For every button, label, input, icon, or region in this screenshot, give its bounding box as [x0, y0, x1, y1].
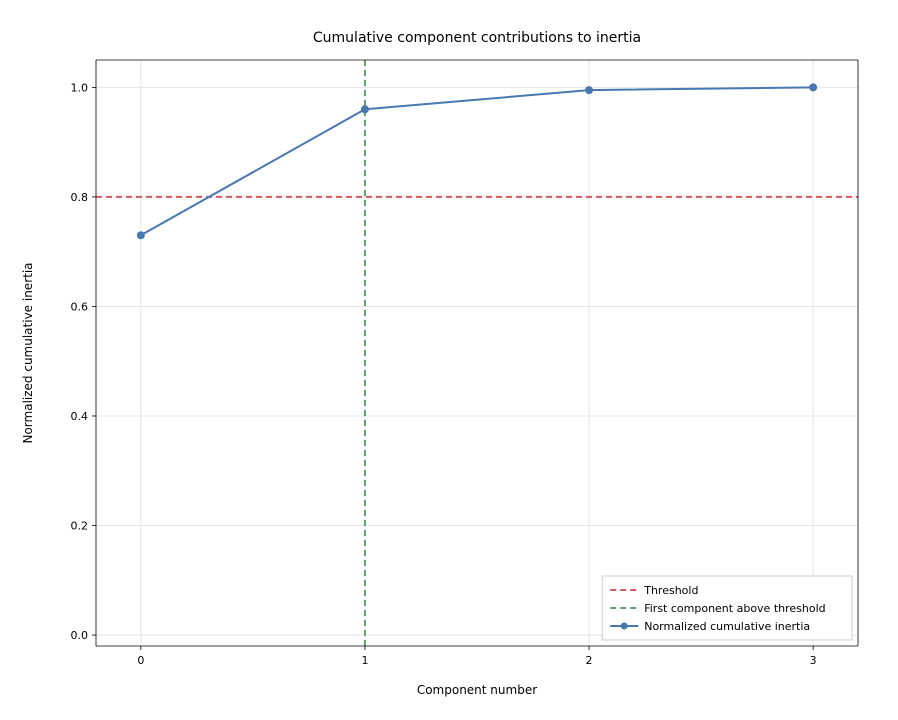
- data-point: [810, 84, 817, 91]
- ytick-label: 0.8: [71, 191, 89, 204]
- legend-label: First component above threshold: [644, 602, 825, 615]
- data-point: [586, 87, 593, 94]
- xtick-label: 3: [810, 654, 817, 667]
- xtick-label: 0: [137, 654, 144, 667]
- xtick-label: 1: [361, 654, 368, 667]
- legend-label: Threshold: [643, 584, 698, 597]
- legend-label: Normalized cumulative inertia: [644, 620, 810, 633]
- data-point: [137, 232, 144, 239]
- xtick-label: 2: [586, 654, 593, 667]
- data-point: [361, 106, 368, 113]
- ytick-label: 0.0: [71, 629, 89, 642]
- ytick-label: 1.0: [71, 81, 89, 94]
- plot-area: [96, 60, 858, 646]
- x-axis-label: Component number: [417, 683, 537, 697]
- chart-title: Cumulative component contributions to in…: [313, 30, 641, 46]
- chart-container: 0 1 2 3 0.0 0.2 0.4 0.6 0.8 1.0 Component number No…: [0, 0, 898, 720]
- ytick-label: 0.4: [71, 410, 89, 423]
- ytick-label: 0.2: [71, 520, 89, 533]
- chart-svg: 0 1 2 3 0.0 0.2 0.4 0.6 0.8 1.0 Component number No…: [0, 0, 898, 720]
- ytick-label: 0.6: [71, 300, 89, 313]
- y-axis-label: Normalized cumulative inertia: [21, 262, 35, 443]
- legend-marker: [621, 623, 628, 630]
